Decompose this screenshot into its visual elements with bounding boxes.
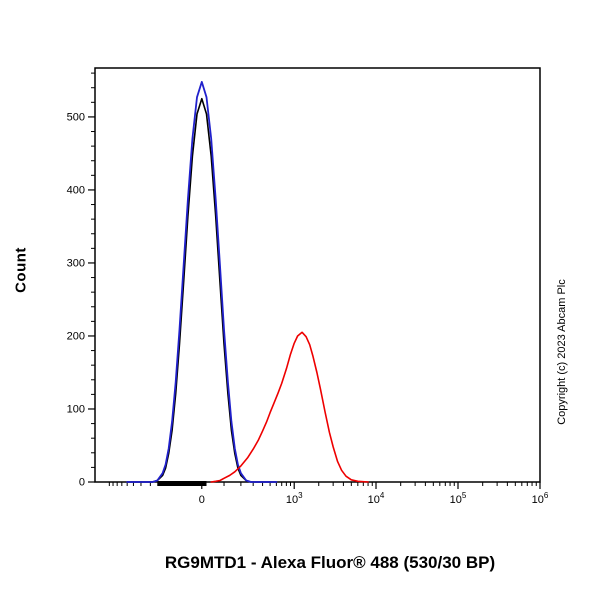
red-curve bbox=[210, 331, 369, 483]
y-axis-title: Count bbox=[12, 247, 30, 293]
x-tick-label: 103 bbox=[286, 491, 303, 506]
plot-frame bbox=[94, 67, 541, 483]
y-tick-label: 500 bbox=[67, 111, 85, 123]
y-tick-label: 200 bbox=[67, 330, 85, 342]
y-tick-label: 100 bbox=[67, 403, 85, 415]
chart-title: RG9MTD1 - Alexa Fluor® 488 (530/30 BP) bbox=[164, 553, 496, 572]
y-tick-label: 0 bbox=[79, 477, 85, 489]
y-tick-label: 300 bbox=[67, 257, 85, 269]
y-tick-label: 400 bbox=[67, 184, 85, 196]
blue-curve bbox=[126, 81, 278, 483]
x-tick-label: 0 bbox=[199, 494, 205, 506]
copyright-notice: Copyright (c) 2023 Abcam Plc bbox=[556, 279, 568, 425]
x-tick-label: 105 bbox=[450, 491, 467, 506]
x-tick-label: 104 bbox=[368, 491, 385, 506]
x-tick-label: 106 bbox=[532, 491, 549, 506]
black-curve bbox=[126, 97, 278, 483]
